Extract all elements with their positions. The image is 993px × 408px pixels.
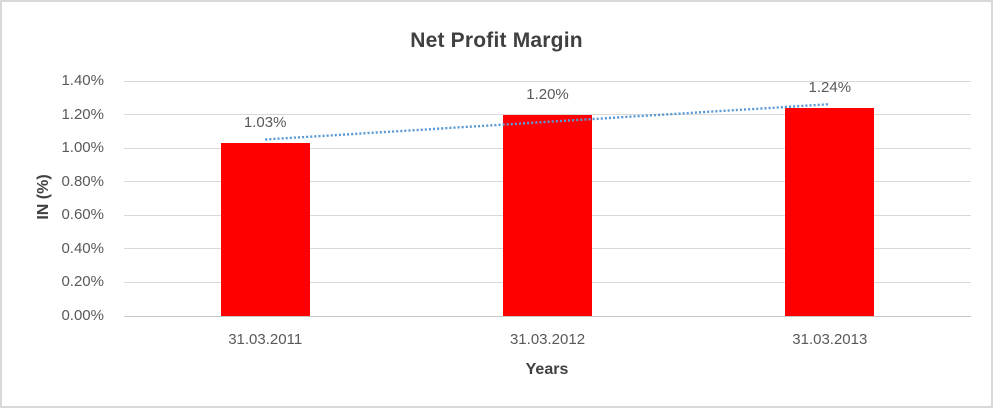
y-tick-label: 1.40% [61, 72, 104, 89]
bar [785, 107, 875, 316]
bar [503, 114, 592, 316]
bar [220, 143, 310, 316]
y-tick-label: 0.80% [61, 172, 104, 190]
x-category-label: 31.03.2013 [792, 331, 868, 348]
x-axis-title: Years [525, 361, 569, 378]
x-category-label: 31.03.2011 [228, 331, 303, 348]
y-tick-label: 0.20% [61, 273, 104, 291]
trendline [265, 103, 830, 141]
gridline [124, 114, 971, 116]
chart-title: Net Profit Margin [410, 29, 583, 52]
gridline [124, 315, 971, 317]
x-category-label: 31.03.2012 [509, 331, 586, 348]
bar-data-label: 1.03% [243, 114, 287, 132]
plot-area: 1.03% 1.20% 1.24% [124, 78, 971, 317]
y-tick-label: 0.60% [61, 206, 104, 224]
y-tick-label: 1.20% [61, 105, 104, 123]
y-tick-label: 0.40% [61, 239, 104, 257]
bar-data-label: 1.20% [526, 85, 569, 103]
y-tick-label: 1.00% [61, 139, 104, 157]
bar-data-label: 1.24% [808, 78, 852, 96]
y-tick-label: 0.00% [61, 307, 104, 324]
gridline [124, 80, 971, 82]
